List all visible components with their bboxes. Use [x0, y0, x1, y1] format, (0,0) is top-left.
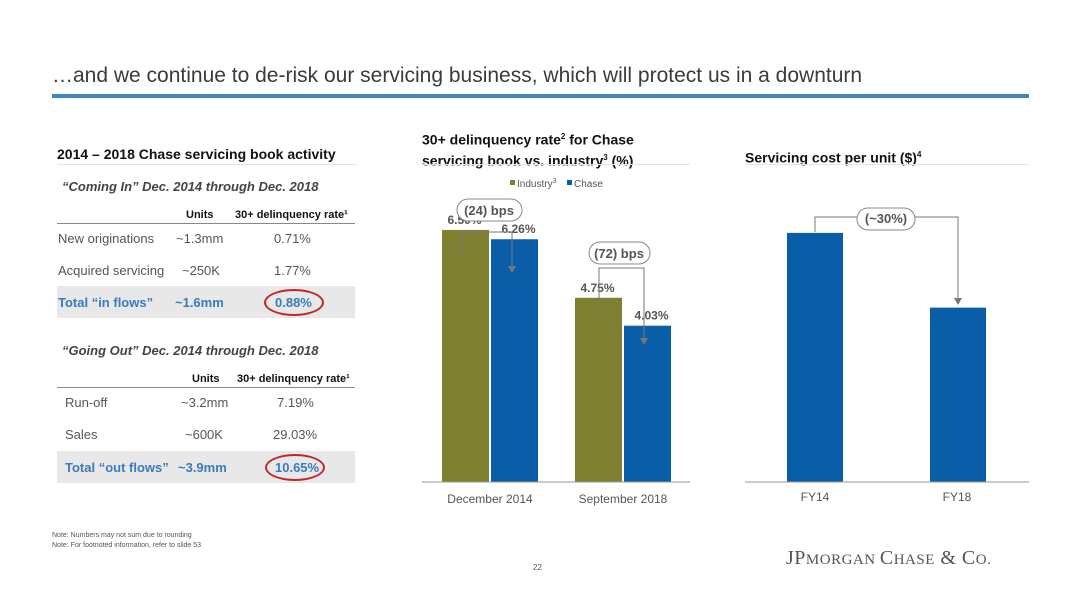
highlight-circle	[265, 454, 325, 481]
bar-fy18	[930, 307, 986, 482]
bar-industry-1	[575, 297, 622, 482]
total-in-label: Total “in flows”	[58, 295, 154, 310]
legend-label-industry: Industry3	[517, 178, 557, 190]
company-logo: JPMORGAN CHASE & CO.	[786, 547, 992, 569]
bar-fy14	[787, 232, 843, 482]
coming-in-col-units: Units	[186, 209, 214, 221]
total-out-label: Total “out flows”	[65, 460, 169, 475]
left-heading-rule	[57, 164, 357, 165]
total-out-units: ~3.9mm	[178, 460, 227, 475]
delinquency-chart-title-rule	[422, 164, 690, 165]
table-row-label: Sales	[65, 427, 98, 442]
coming-in-title: “Coming In” Dec. 2014 through Dec. 2018	[62, 179, 319, 194]
slide-title: …and we continue to de-risk our servicin…	[52, 64, 863, 87]
table-row-label: New originations	[58, 231, 155, 246]
legend-swatch-industry	[510, 180, 515, 185]
annotation-arrowhead	[640, 338, 648, 345]
legend-swatch-chase	[567, 180, 572, 185]
going-out-col-units: Units	[192, 373, 220, 385]
footnote: Note: For footnoted information, refer t…	[52, 542, 202, 549]
table-row-rate: 0.71%	[274, 231, 311, 246]
table-row-units: ~600K	[185, 427, 223, 442]
annotation-label: (24) bps	[464, 203, 514, 218]
page-number: 22	[533, 563, 542, 572]
delinquency-chart: Industry3 Chase 6.50%6.26%4.75%4.03% Dec…	[422, 178, 690, 506]
annotation-bracket	[598, 267, 645, 340]
table-row-label: Run-off	[65, 395, 108, 410]
table-row-rate: 29.03%	[273, 427, 318, 442]
data-label: 6.26%	[501, 222, 535, 236]
bar-industry-0	[442, 229, 489, 482]
annotation-label: (~30%)	[865, 211, 907, 226]
going-out-col-rule	[57, 387, 355, 388]
coming-in-col-rate: 30+ delinquency rate¹	[235, 209, 348, 221]
annotation-bubble	[456, 198, 523, 222]
x-tick-label: December 2014	[447, 492, 533, 506]
bar-chase-0	[491, 239, 538, 482]
data-label: 4.03%	[634, 309, 668, 323]
annotation-bracket	[461, 231, 513, 268]
bar-chase-1	[624, 325, 671, 482]
x-tick-label: FY14	[801, 490, 830, 504]
table-row-rate: 1.77%	[274, 263, 311, 278]
footnote: Note: Numbers may not sum due to roundin…	[52, 532, 192, 539]
annotation-arrowhead	[954, 298, 962, 305]
annotation-bubble	[856, 207, 916, 231]
data-label: 4.75%	[580, 281, 614, 295]
coming-in-col-rule	[57, 223, 355, 224]
left-heading: 2014 – 2018 Chase servicing book activit…	[57, 146, 336, 162]
table-row-units: ~3.2mm	[181, 395, 229, 410]
table-row-units: ~1.3mm	[176, 231, 224, 246]
x-tick-label: FY18	[943, 490, 972, 504]
title-rule	[52, 94, 1029, 98]
going-out-title: “Going Out” Dec. 2014 through Dec. 2018	[62, 343, 319, 358]
table-row-rate: 7.19%	[277, 395, 314, 410]
x-tick-label: September 2018	[579, 492, 668, 506]
table-row-label: Acquired servicing	[58, 263, 165, 278]
going-out-col-rate: 30+ delinquency rate¹	[237, 373, 350, 385]
highlight-circle	[264, 289, 324, 316]
total-in-units: ~1.6mm	[175, 295, 224, 310]
annotation-bubble	[588, 241, 651, 265]
cost-chart-title-rule	[745, 164, 1029, 165]
cost-chart-title: Servicing cost per unit ($)4	[745, 149, 922, 166]
annotation-arrowhead	[508, 266, 516, 273]
table-row-units: ~250K	[182, 263, 220, 278]
cost-chart: FY14 FY18 (~30%)	[745, 207, 1029, 504]
legend-label-chase: Chase	[574, 179, 603, 190]
annotation-label: (72) bps	[594, 246, 644, 261]
